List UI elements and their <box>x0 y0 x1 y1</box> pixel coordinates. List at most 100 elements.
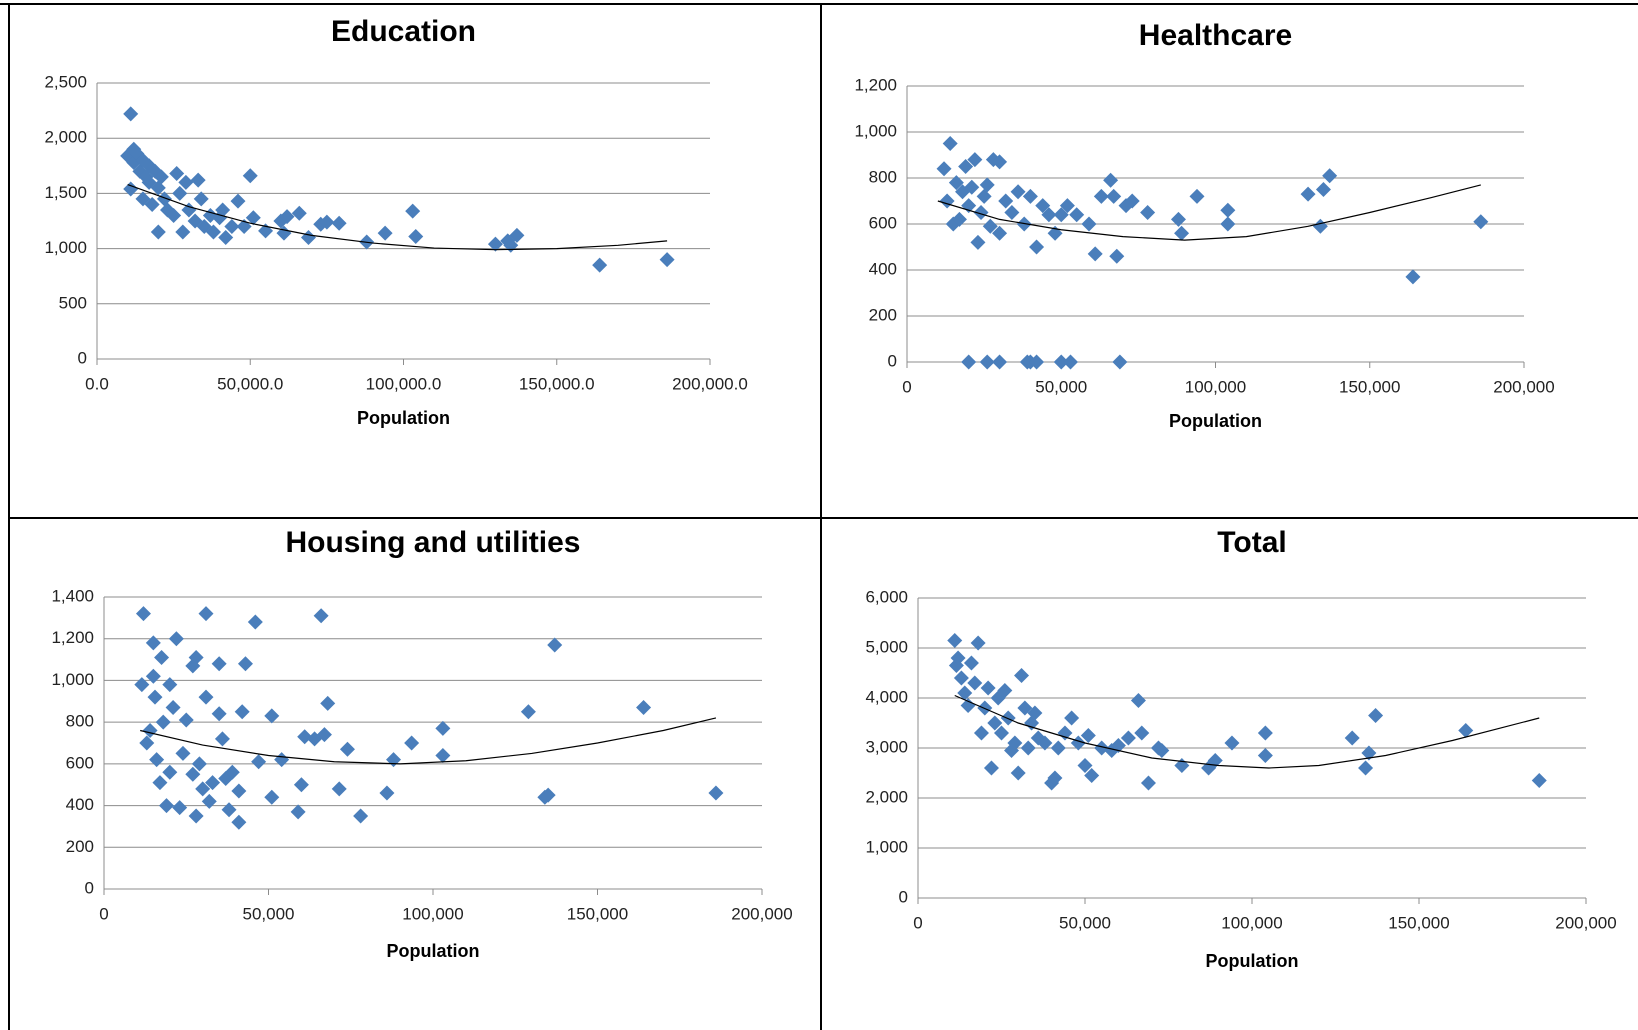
scatter-point <box>251 754 267 770</box>
scatter-point <box>435 748 451 764</box>
scatter-point <box>1361 745 1377 761</box>
scatter-point <box>1300 186 1316 202</box>
scatter-point <box>979 354 995 370</box>
x-tick-label: 0 <box>913 913 922 932</box>
x-axis-label: Population <box>387 941 480 961</box>
y-tick-label: 400 <box>869 259 897 278</box>
scatter-point <box>172 800 188 816</box>
scatter-point <box>951 211 967 227</box>
scatter-point <box>276 225 292 241</box>
scatter-point <box>162 764 178 780</box>
scatter-point <box>1057 725 1073 741</box>
scatter-point <box>247 614 263 630</box>
scatter-point <box>961 354 977 370</box>
scatter-point <box>168 631 184 647</box>
scatter-point <box>145 668 161 684</box>
scatter-point <box>1029 354 1045 370</box>
scatter-point <box>1037 735 1053 751</box>
y-tick-label: 2,000 <box>865 787 908 806</box>
scatter-point <box>1069 207 1085 223</box>
scatter-point <box>1112 354 1128 370</box>
y-tick-label: 1,200 <box>854 75 897 94</box>
scatter-point <box>230 193 246 209</box>
scatter-point <box>1080 728 1096 743</box>
scatter-point <box>1344 730 1360 746</box>
scatter-point <box>997 683 1013 698</box>
scatter-point <box>214 731 230 747</box>
scatter-point <box>218 230 234 246</box>
chart-title: Healthcare <box>1139 19 1292 52</box>
scatter-point <box>1063 354 1079 370</box>
y-tick-label: 0 <box>78 348 87 367</box>
x-tick-label: 100,000 <box>1221 913 1282 932</box>
x-tick-label: 100,000.0 <box>366 374 442 393</box>
trendline <box>937 184 1481 241</box>
scatter-point <box>540 787 556 803</box>
scatter-point <box>1312 218 1328 234</box>
scatter-point <box>224 764 240 780</box>
scatter-point <box>205 775 221 791</box>
scatter-point <box>1064 710 1080 726</box>
scatter-point <box>942 136 958 151</box>
scatter-point <box>379 785 395 801</box>
scatter-point <box>1257 725 1273 741</box>
x-axis-label: Population <box>1206 951 1299 971</box>
scatter-point <box>1130 693 1146 708</box>
x-tick-label: 100,000 <box>402 904 463 923</box>
scatter-point <box>1087 246 1103 262</box>
scatter-point <box>178 712 194 728</box>
scatter-point <box>1035 198 1051 214</box>
x-tick-label: 50,000 <box>243 904 295 923</box>
scatter-point <box>1094 740 1110 756</box>
chart-title: Total <box>1217 526 1286 559</box>
scatter-point <box>405 203 421 219</box>
scatter-point <box>178 174 194 190</box>
scatter-point <box>185 766 201 782</box>
scatter-point <box>708 785 724 801</box>
scatter-point <box>147 689 163 705</box>
scatter-point <box>987 715 1003 731</box>
scatter-point <box>231 814 247 830</box>
scatter-point <box>979 177 995 193</box>
scatter-point <box>1109 248 1125 264</box>
scatter-point <box>320 695 336 711</box>
scatter-point <box>982 218 998 234</box>
y-tick-label: 800 <box>869 167 897 186</box>
scatter-point <box>144 196 160 212</box>
scatter-point <box>970 635 986 651</box>
x-tick-label: 100,000 <box>1185 377 1246 396</box>
x-tick-label: 200,000 <box>1555 913 1616 932</box>
scatter-point <box>970 234 986 250</box>
scatter-point <box>1124 193 1140 209</box>
y-tick-label: 1,500 <box>44 183 87 202</box>
scatter-point <box>408 228 424 244</box>
scatter-point <box>319 214 335 230</box>
scatter-point <box>264 708 280 724</box>
scatter-point <box>1010 765 1026 781</box>
chart-title: Education <box>331 15 476 48</box>
scatter-point <box>150 180 166 196</box>
scatter-point <box>155 714 171 730</box>
x-tick-label: 150,000.0 <box>519 374 595 393</box>
scatter-point <box>279 209 295 225</box>
scatter-point <box>1368 708 1384 723</box>
scatter-point <box>188 649 204 665</box>
scatter-point <box>1473 214 1489 230</box>
y-tick-label: 4,000 <box>865 687 908 706</box>
scatter-point <box>221 802 237 818</box>
trendline <box>954 694 1540 769</box>
x-tick-label: 50,000.0 <box>217 374 283 393</box>
scatter-point <box>973 205 989 220</box>
scatter-point <box>175 224 191 240</box>
scatter-point <box>201 793 217 809</box>
x-tick-label: 0 <box>902 377 911 396</box>
y-tick-label: 2,000 <box>44 128 87 147</box>
scatter-point <box>198 606 214 622</box>
scatter-point <box>123 106 139 122</box>
scatter-point <box>1047 770 1063 786</box>
scatter-point <box>636 700 652 716</box>
scatter-point <box>957 685 973 701</box>
scatter-point <box>659 252 675 268</box>
scatter-point <box>135 606 151 622</box>
x-tick-label: 0 <box>99 904 108 923</box>
